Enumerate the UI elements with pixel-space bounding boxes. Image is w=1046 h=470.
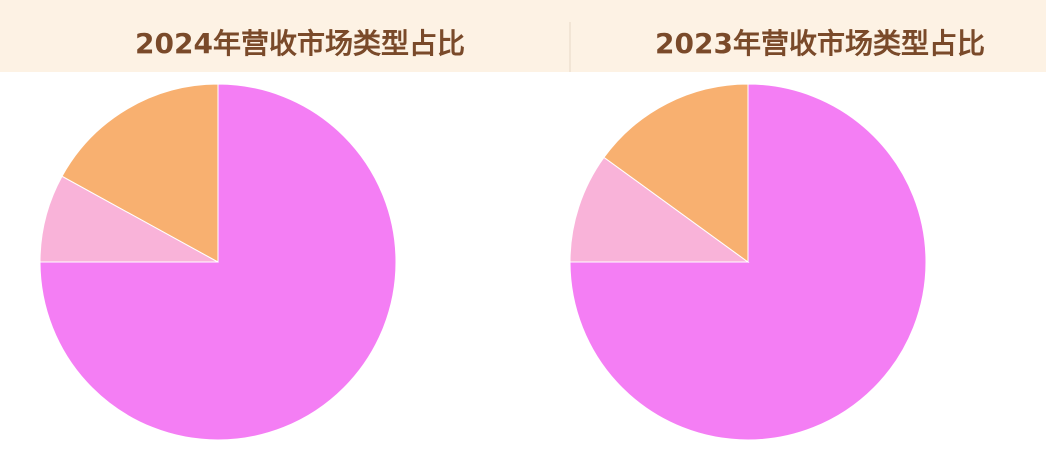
chart-title: 2024年营收市场类型占比 [135, 27, 465, 60]
pie-slice [603, 83, 749, 263]
pie-slice [61, 83, 219, 263]
pie-chart: 2024年营收市场类型占比 [39, 27, 465, 441]
pie-slice [39, 175, 219, 263]
title-band [0, 0, 1046, 72]
pie-slice [569, 83, 927, 441]
pie-slice [39, 83, 397, 441]
chart-title: 2023年营收市场类型占比 [655, 27, 985, 60]
pie-slice [569, 156, 750, 263]
pie-chart: 2023年营收市场类型占比 [569, 27, 985, 441]
